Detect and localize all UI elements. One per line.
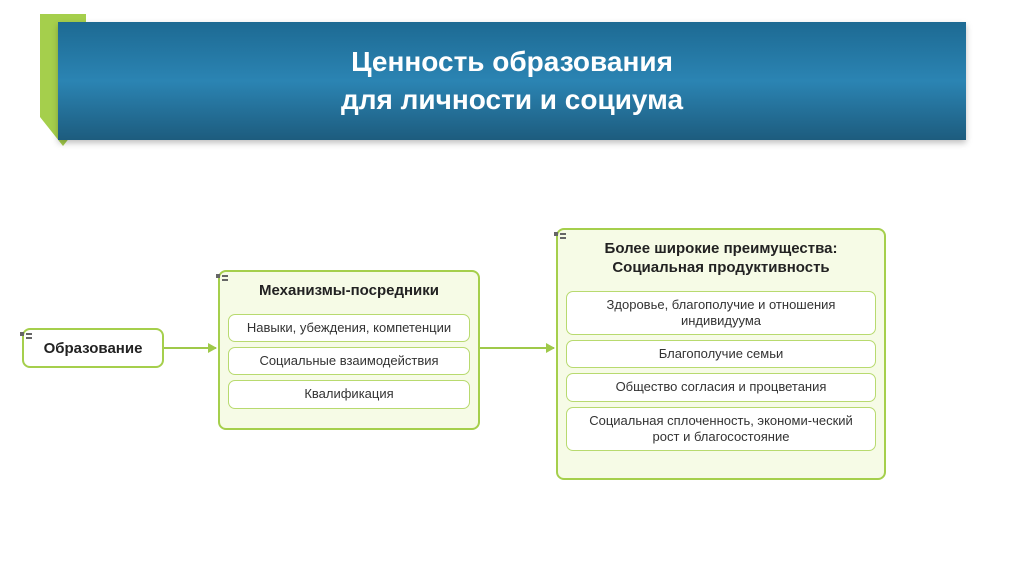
node-item: Здоровье, благополучие и отношения индив…	[566, 291, 876, 336]
node-item: Навыки, убеждения, компетенции	[228, 314, 470, 342]
node-mechanisms: Механизмы-посредники Навыки, убеждения, …	[218, 270, 480, 430]
diagram-canvas: Образование Механизмы-посредники Навыки,…	[0, 210, 1024, 564]
node-benefits: Более широкие преимущества:Социальная пр…	[556, 228, 886, 480]
node-education: Образование	[22, 328, 164, 368]
node-header: Более широкие преимущества:Социальная пр…	[566, 236, 876, 286]
arrow-icon	[164, 347, 216, 349]
node-item: Квалификация	[228, 380, 470, 408]
node-label: Образование	[44, 340, 143, 357]
node-item: Социальная сплоченность, экономи-ческий …	[566, 407, 876, 452]
node-header: Механизмы-посредники	[228, 278, 470, 309]
node-item: Социальные взаимодействия	[228, 347, 470, 375]
node-item: Благополучие семьи	[566, 340, 876, 368]
title-band: Ценность образованиядля личности и социу…	[58, 22, 966, 140]
collapse-handle-icon	[20, 332, 34, 342]
arrow-icon	[480, 347, 554, 349]
page-title: Ценность образованиядля личности и социу…	[341, 43, 683, 119]
node-item: Общество согласия и процветания	[566, 373, 876, 401]
